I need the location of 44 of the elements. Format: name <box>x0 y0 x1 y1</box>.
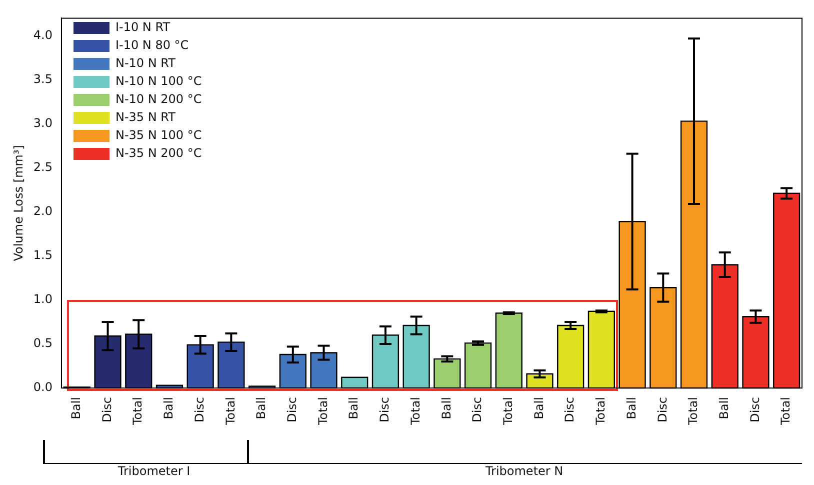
x-tick-label: Disc <box>655 396 670 422</box>
legend-label: N-35 N 100 °C <box>115 128 202 142</box>
legend-label: I-10 N RT <box>115 20 171 34</box>
x-tick-label: Disc <box>285 396 300 422</box>
x-tick-label: Total <box>778 396 793 426</box>
x-tick-label: Total <box>686 396 700 426</box>
y-tick-label: 3.0 <box>33 116 52 130</box>
x-tick-label: Total <box>594 396 608 426</box>
legend-label: N-35 N RT <box>115 110 176 124</box>
x-tick-label: Ball <box>624 396 638 420</box>
x-tick-label: Disc <box>192 396 206 422</box>
x-tick-label: Ball <box>69 396 84 420</box>
x-tick-label: Disc <box>100 396 114 422</box>
x-tick-label: Total <box>130 396 145 426</box>
y-tick-label: 2.5 <box>33 160 52 174</box>
legend-label: I-10 N 80 °C <box>115 38 189 52</box>
y-tick-label: 1.0 <box>33 292 52 306</box>
y-tick-label: 3.5 <box>33 72 52 86</box>
y-tick-label: 0.0 <box>33 380 52 394</box>
x-tick-label: Total <box>223 396 238 426</box>
x-tick-label: Ball <box>439 396 454 420</box>
x-tick-label: Ball <box>162 396 176 420</box>
text: Tribometer N <box>484 464 564 478</box>
x-tick-label: Ball <box>532 396 546 420</box>
x-tick-label: Disc <box>748 396 762 422</box>
legend-label: N-35 N 200 °C <box>115 146 202 160</box>
y-tick-label: 1.5 <box>33 248 52 262</box>
x-tick-label: Total <box>316 396 330 426</box>
legend-label: N-10 N 100 °C <box>115 74 202 88</box>
text: Tribometer I <box>116 464 192 478</box>
x-tick-label: Ball <box>346 396 361 420</box>
y-axis-title: Volume Loss [mm³] <box>11 145 26 262</box>
y-tick-label: 0.5 <box>33 336 52 350</box>
x-tick-label: Disc <box>470 396 484 422</box>
x-tick-label: Total <box>501 396 516 426</box>
x-tick-label: Ball <box>716 396 731 420</box>
x-tick-label: Total <box>408 396 422 426</box>
x-tick-label: Ball <box>254 396 268 420</box>
x-tick-label: Disc <box>378 396 392 422</box>
x-tick-label: Disc <box>562 396 577 422</box>
legend-label: N-10 N RT <box>115 56 176 70</box>
legend-label: N-10 N 200 °C <box>115 92 202 106</box>
y-tick-label: 4.0 <box>33 28 52 42</box>
y-tick-label: 2.0 <box>33 204 52 218</box>
